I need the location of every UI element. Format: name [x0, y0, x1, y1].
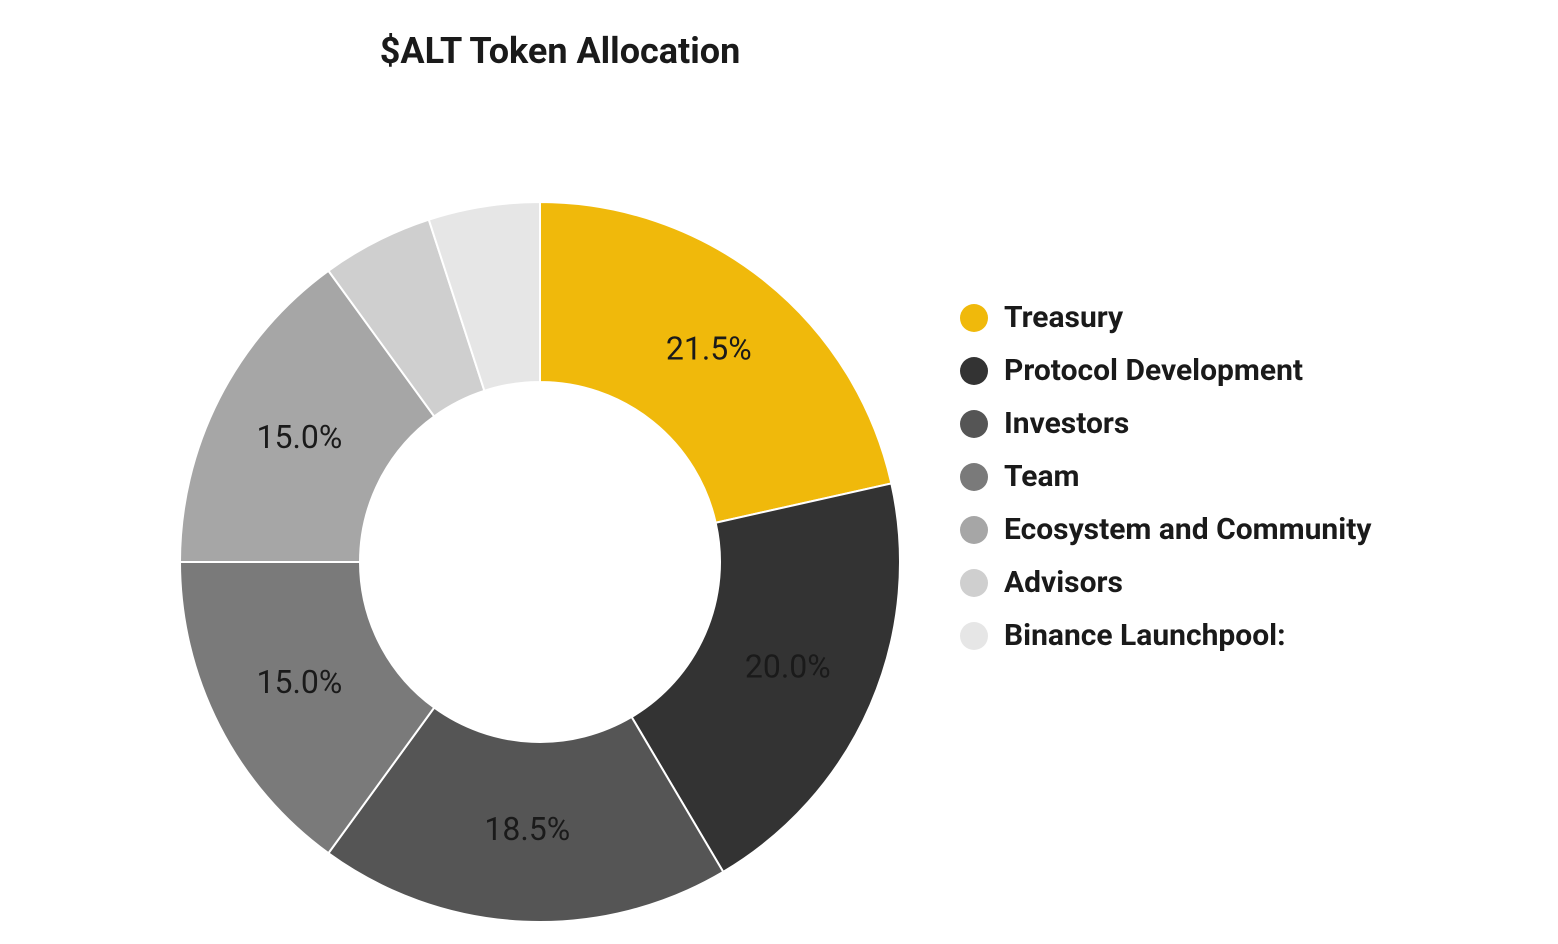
slice-label: 15.0%: [257, 418, 343, 456]
slice-label: 15.0%: [257, 663, 343, 701]
slice-label: 21.5%: [666, 330, 752, 368]
legend-label: Protocol Development: [1004, 353, 1303, 388]
legend-label: Advisors: [1004, 565, 1123, 600]
legend-label: Treasury: [1004, 300, 1123, 335]
legend-item: Ecosystem and Community: [960, 512, 1371, 547]
legend-swatch: [960, 463, 988, 491]
slice-label: 20.0%: [745, 648, 831, 686]
legend-swatch: [960, 410, 988, 438]
slice-label: 18.5%: [484, 810, 570, 848]
legend-item: Binance Launchpool:: [960, 618, 1371, 653]
legend-swatch: [960, 357, 988, 385]
legend-label: Investors: [1004, 406, 1129, 441]
legend-item: Team: [960, 459, 1371, 494]
legend-label: Binance Launchpool:: [1004, 618, 1286, 653]
legend-label: Ecosystem and Community: [1004, 512, 1371, 547]
legend-swatch: [960, 622, 988, 650]
legend-swatch: [960, 569, 988, 597]
legend-item: Advisors: [960, 565, 1371, 600]
chart-title: $ALT Token Allocation: [140, 30, 940, 72]
legend-item: Investors: [960, 406, 1371, 441]
legend-swatch: [960, 304, 988, 332]
chart-legend: Treasury Protocol Development Investors Tea…: [960, 300, 1371, 653]
legend-swatch: [960, 516, 988, 544]
legend-item: Protocol Development: [960, 353, 1371, 388]
donut-chart-container: $ALT Token Allocation 21.5% 20.0% 18.5% 15.…: [140, 30, 940, 910]
donut-chart: 21.5% 20.0% 18.5% 15.0% 15.0%: [140, 92, 940, 932]
legend-label: Team: [1004, 459, 1079, 494]
legend-item: Treasury: [960, 300, 1371, 335]
